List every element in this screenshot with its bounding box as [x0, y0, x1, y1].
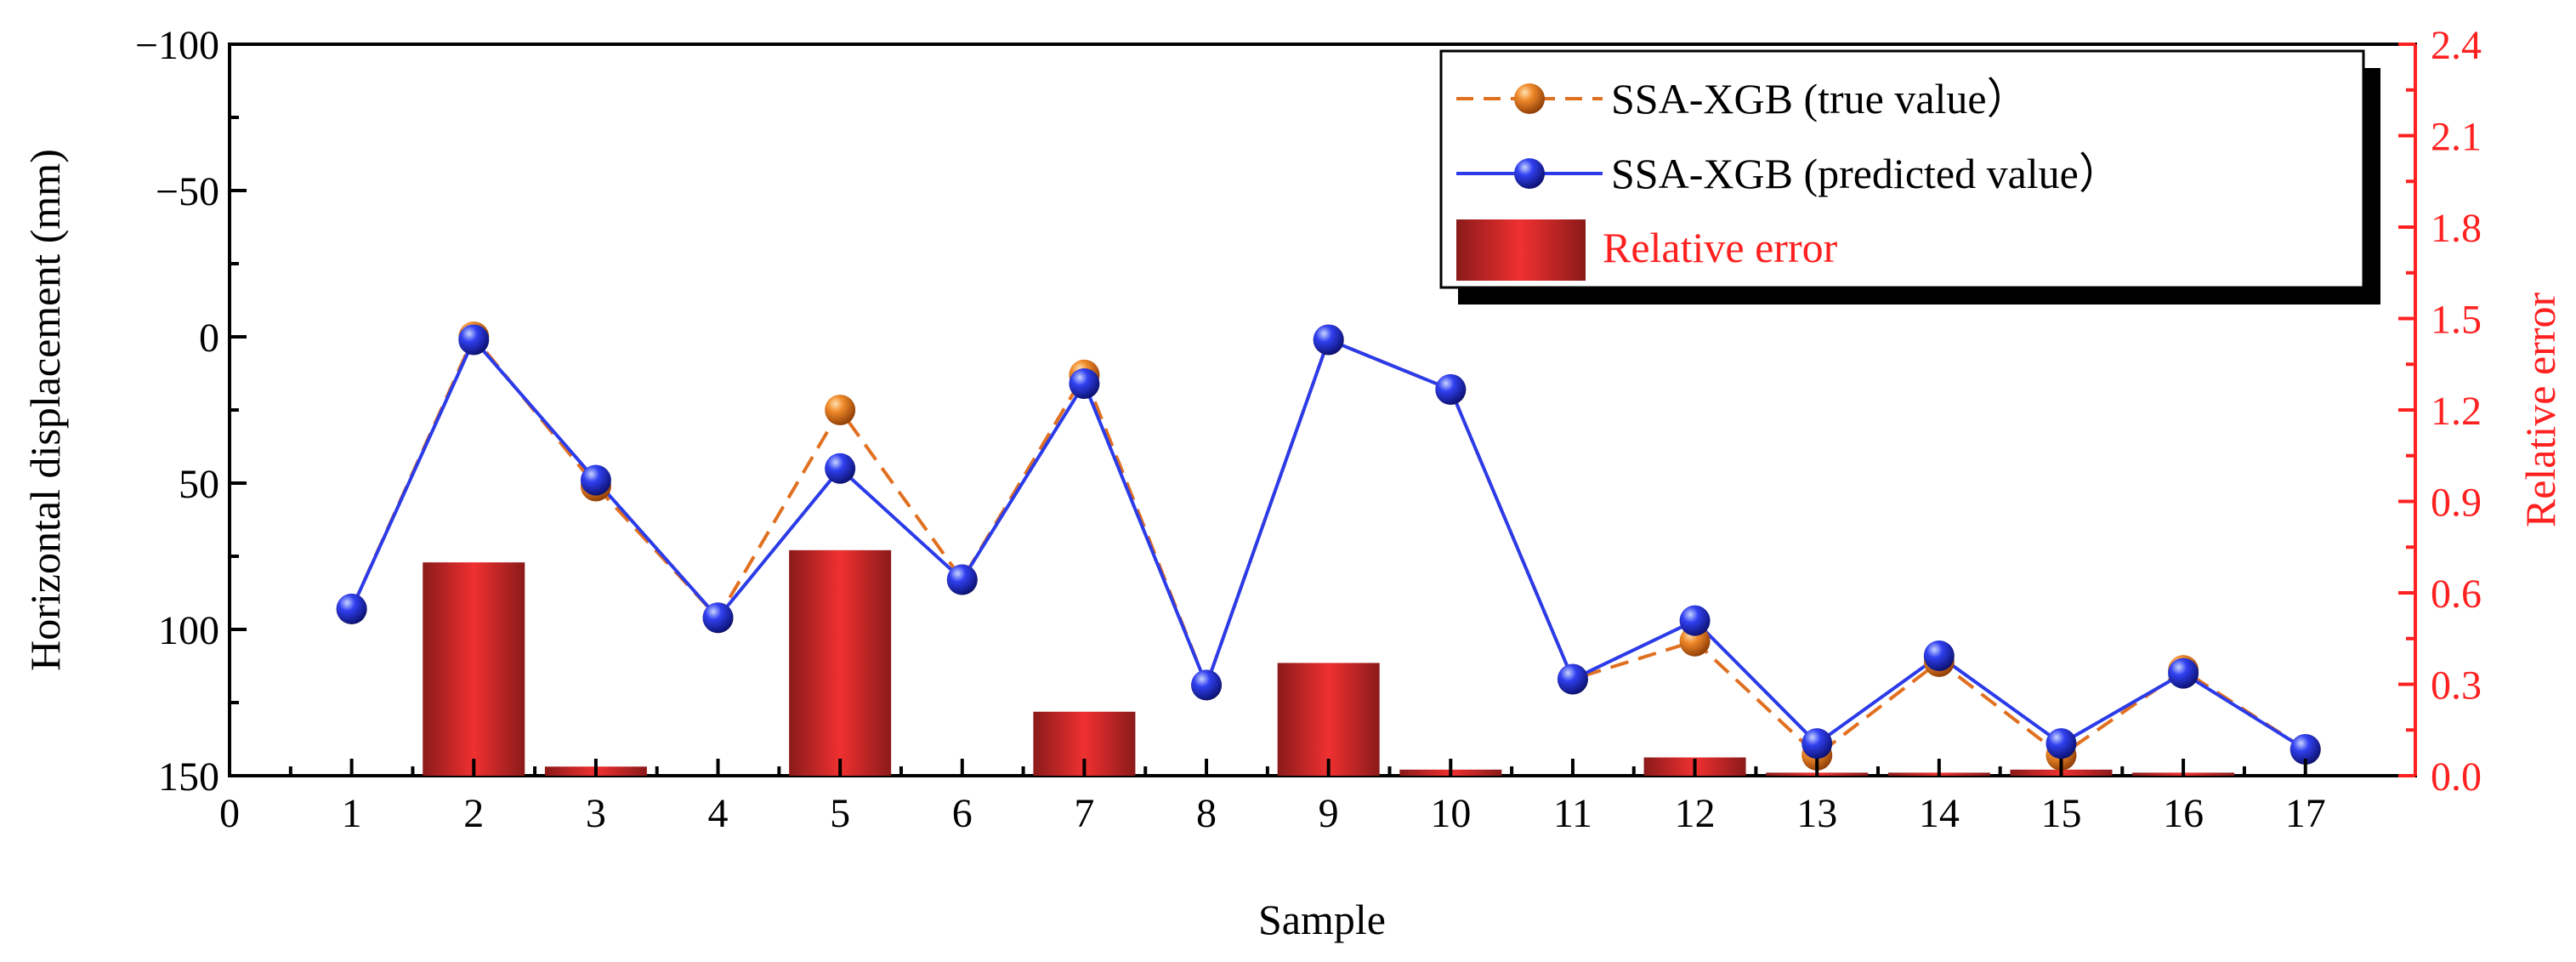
- error-bar: [1277, 663, 1380, 776]
- predicted-value-point: [336, 593, 367, 624]
- x-tick-label: 13: [1796, 791, 1837, 836]
- x-tick-label: 5: [830, 791, 850, 836]
- predicted-value-point: [825, 453, 856, 484]
- legend-predicted-marker: [1514, 158, 1545, 189]
- legend-predicted-label: SSA-XGB (predicted value）: [1611, 150, 2121, 197]
- legend-box: [1439, 49, 2365, 289]
- predicted-value-point: [1557, 663, 1588, 695]
- predicted-value-point: [1191, 669, 1223, 701]
- predicted-value-point: [1435, 373, 1467, 405]
- left-tick-label: 150: [158, 754, 219, 800]
- left-axis-title: Horizontal displacement (mm): [21, 149, 69, 671]
- x-tick-label: 10: [1430, 791, 1471, 836]
- left-tick-label: −50: [156, 169, 219, 214]
- x-tick-label: 7: [1074, 791, 1094, 836]
- right-axis-title: Relative error: [2516, 293, 2564, 528]
- x-tick-label: 11: [1553, 791, 1592, 836]
- legend-error-swatch: [1456, 219, 1586, 281]
- predicted-value-point: [458, 324, 490, 356]
- true-value-point: [825, 395, 856, 425]
- series-markers: [336, 322, 2321, 771]
- left-tick-label: −100: [135, 23, 219, 68]
- predicted-value-point: [1069, 368, 1100, 400]
- legend: SSA-XGB (true value） SSA-XGB (predicted …: [1439, 49, 2380, 305]
- right-tick-label: 1.2: [2431, 389, 2482, 434]
- x-tick-label: 3: [586, 791, 606, 836]
- x-tick-label: 14: [1919, 791, 1960, 836]
- right-tick-label: 2.1: [2431, 115, 2482, 160]
- x-tick-label: 16: [2163, 791, 2204, 836]
- x-tick-label: 0: [219, 791, 240, 836]
- x-tick-label: 2: [463, 791, 484, 836]
- right-tick-label: 0.6: [2431, 572, 2482, 617]
- x-tick-label: 8: [1196, 791, 1217, 836]
- x-tick-label: 6: [952, 791, 973, 836]
- x-tick-label: 1: [342, 791, 362, 836]
- right-tick-label: 0.3: [2431, 663, 2482, 709]
- left-tick-label: 0: [199, 316, 219, 361]
- predicted-value-point: [1923, 640, 1955, 671]
- x-axis-title: Sample: [1258, 896, 1386, 943]
- predicted-value-point: [580, 464, 611, 496]
- predicted-value-point: [946, 564, 978, 595]
- legend-entry-true: SSA-XGB (true value）: [1456, 75, 2029, 122]
- predicted-value-point: [2289, 734, 2321, 766]
- left-tick-label: 50: [179, 462, 219, 507]
- error-bar: [423, 562, 525, 776]
- x-tick-label: 17: [2285, 791, 2326, 836]
- x-tick-label: 12: [1675, 791, 1716, 836]
- error-bar: [789, 549, 892, 776]
- x-tick-label: 9: [1319, 791, 1339, 836]
- legend-entry-error: Relative error: [1456, 219, 1838, 281]
- predicted-value-point: [702, 602, 734, 634]
- x-axis: 0 1 2 3 4 5 6 7 8 9 10 11 12 13 14 15 16 17: [219, 759, 2326, 836]
- left-tick-label: 100: [158, 608, 219, 653]
- legend-true-marker: [1514, 83, 1545, 114]
- right-axis: 0.0 0.3 0.6 0.9 1.2 1.5 1.8 2.1 2.4: [2398, 23, 2482, 800]
- predicted-value-point: [2045, 728, 2077, 760]
- right-tick-label: 1.8: [2431, 206, 2482, 251]
- legend-entry-predicted: SSA-XGB (predicted value）: [1456, 150, 2121, 197]
- predicted-value-point: [1801, 728, 1833, 760]
- error-bars: [423, 549, 2235, 776]
- right-tick-label: 1.5: [2431, 298, 2482, 343]
- predicted-value-point: [1313, 324, 1344, 356]
- predicted-value-point: [2168, 657, 2199, 689]
- right-tick-label: 0.9: [2431, 481, 2482, 526]
- legend-true-label: SSA-XGB (true value）: [1611, 75, 2029, 122]
- predicted-value-point: [1679, 605, 1711, 636]
- left-axis: −100 −50 0 50 100 150: [135, 23, 247, 800]
- right-tick-label: 2.4: [2431, 23, 2482, 68]
- legend-error-label: Relative error: [1603, 224, 1838, 271]
- x-tick-label: 15: [2040, 791, 2081, 836]
- right-tick-label: 0.0: [2431, 754, 2482, 800]
- x-tick-label: 4: [708, 791, 729, 836]
